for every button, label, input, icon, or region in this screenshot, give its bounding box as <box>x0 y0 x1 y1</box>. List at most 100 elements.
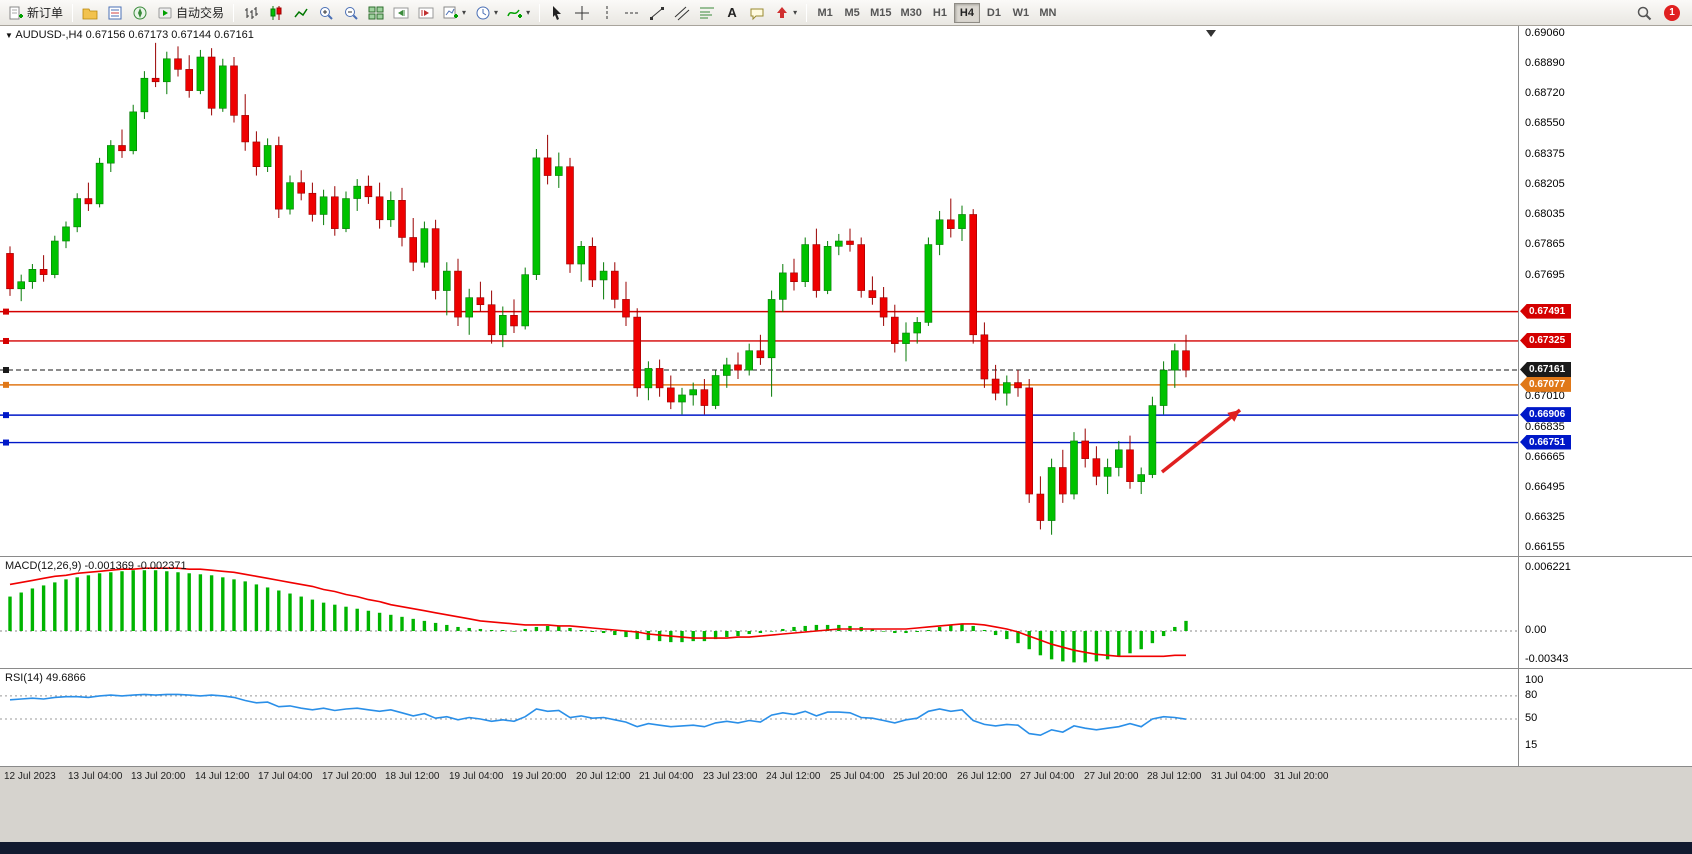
price-line-label: 0.67491 <box>1520 303 1572 319</box>
time-tick-label: 23 Jul 23:00 <box>703 771 758 782</box>
price-line-label: 0.66751 <box>1520 434 1572 450</box>
timeframe-w1-button[interactable]: W1 <box>1008 3 1034 23</box>
fibonacci-button[interactable] <box>695 2 719 24</box>
timeframe-m5-button[interactable]: M5 <box>839 3 865 23</box>
dropdown-caret: ▾ <box>494 7 499 17</box>
time-tick-label: 28 Jul 12:00 <box>1147 771 1202 782</box>
arrows-shapes-button[interactable]: ▾ <box>770 2 801 24</box>
navigator-button[interactable] <box>128 2 152 24</box>
rsi-axis[interactable]: 100 80 50 15 <box>1518 669 1692 766</box>
chart-collapse-icon[interactable]: ▼ <box>5 31 13 40</box>
time-tick-label: 27 Jul 20:00 <box>1084 771 1139 782</box>
chart-info-line: ▼ AUDUSD-,H4 0.67156 0.67173 0.67144 0.6… <box>5 29 254 41</box>
text-label-button[interactable] <box>745 2 769 24</box>
time-tick-label: 13 Jul 20:00 <box>131 771 186 782</box>
candlestick-chart-icon <box>268 5 284 21</box>
timeframe-h4-button[interactable]: H4 <box>953 2 980 23</box>
chart-shift-button[interactable] <box>414 2 438 24</box>
time-tick-label: 25 Jul 20:00 <box>893 771 948 782</box>
toolbar-separator <box>539 3 541 22</box>
periods-button[interactable]: ▾ <box>471 2 502 24</box>
axis-tick-label: -0.00343 <box>1525 653 1569 665</box>
timeframe-mn-button[interactable]: MN <box>1035 3 1061 23</box>
horizontal-line-icon <box>624 5 640 21</box>
axis-tick-label: 0.66155 <box>1525 541 1565 553</box>
axis-tick-label: 0.66495 <box>1525 480 1565 493</box>
profiles-icon <box>82 5 98 21</box>
auto-trading-button[interactable]: 自动交易 <box>153 2 228 24</box>
toolbar-separator <box>806 3 808 22</box>
new-order-label: 新订单 <box>27 6 64 20</box>
market-watch-button[interactable] <box>103 2 127 24</box>
text-icon: A <box>727 5 737 20</box>
axis-tick-label: 0.66325 <box>1525 510 1565 523</box>
chart-ohlc-text: AUDUSD-,H4 0.67156 0.67173 0.67144 0.671… <box>15 29 254 41</box>
zoom-in-button[interactable] <box>314 2 338 24</box>
crosshair-icon <box>574 5 590 21</box>
macd-canvas[interactable] <box>0 557 1518 669</box>
axis-tick-label: 0.67865 <box>1525 238 1565 251</box>
time-tick-label: 19 Jul 04:00 <box>449 771 504 782</box>
new-order-button[interactable]: 新订单 <box>4 2 67 24</box>
price-line-label: 0.66906 <box>1520 407 1572 423</box>
price-line-label: 0.67161 <box>1520 362 1572 377</box>
time-axis[interactable]: 12 Jul 2023 13 Jul 04:00 13 Jul 20:00 14 Ju… <box>0 766 1692 788</box>
axis-tick-label: 100 <box>1525 673 1544 686</box>
time-tick-label: 26 Jul 12:00 <box>957 771 1012 782</box>
vertical-line-button[interactable] <box>595 2 619 24</box>
crosshair-button[interactable] <box>570 2 594 24</box>
trendline-icon <box>649 5 665 21</box>
trendline-button[interactable] <box>645 2 669 24</box>
cursor-button[interactable] <box>545 2 569 24</box>
indicators-button[interactable]: ▾ <box>503 2 534 24</box>
zoom-in-icon <box>318 5 334 21</box>
zoom-out-button[interactable] <box>339 2 363 24</box>
new-chart-button[interactable]: ▾ <box>439 2 470 24</box>
vertical-line-icon <box>599 5 615 21</box>
axis-tick-label: 0.00 <box>1525 624 1547 636</box>
axis-tick-label: 50 <box>1525 712 1538 724</box>
candlestick-chart-button[interactable] <box>264 2 288 24</box>
price-axis[interactable]: 0.69060 0.68890 0.68720 0.68550 0.68375 0.682… <box>1518 26 1692 556</box>
price-chart-canvas[interactable] <box>0 26 1518 556</box>
new-chart-icon <box>443 5 459 21</box>
channel-button[interactable] <box>670 2 694 24</box>
time-tick-label: 31 Jul 04:00 <box>1211 771 1266 782</box>
timeframe-m30-button[interactable]: M30 <box>897 3 926 23</box>
axis-tick-label: 0.66835 <box>1525 420 1565 433</box>
axis-tick-label: 0.68720 <box>1525 87 1565 100</box>
rsi-panel: RSI(14) 49.6866 100 80 50 15 <box>0 668 1692 766</box>
time-tick-label: 17 Jul 20:00 <box>322 771 377 782</box>
cursor-icon <box>549 5 565 21</box>
auto-trading-icon <box>157 5 173 21</box>
timeframe-m15-button[interactable]: M15 <box>866 3 895 23</box>
zoom-out-icon <box>343 5 359 21</box>
timeframe-h1-button[interactable]: H1 <box>927 3 953 23</box>
rsi-canvas[interactable] <box>0 669 1518 767</box>
search-button[interactable] <box>1632 2 1656 24</box>
time-tick-label: 18 Jul 12:00 <box>385 771 440 782</box>
notification-badge[interactable]: 1 <box>1664 4 1680 21</box>
axis-tick-label: 0.68890 <box>1525 57 1565 70</box>
profiles-button[interactable] <box>78 2 102 24</box>
time-tick-label: 19 Jul 20:00 <box>512 771 567 782</box>
axis-tick-label: 0.66665 <box>1525 450 1565 463</box>
auto-scroll-button[interactable] <box>389 2 413 24</box>
axis-tick-label: 0.68375 <box>1525 148 1565 161</box>
bar-chart-button[interactable] <box>239 2 263 24</box>
bottom-bar <box>0 842 1692 854</box>
axis-tick-label: 80 <box>1525 688 1538 701</box>
tile-windows-button[interactable] <box>364 2 388 24</box>
line-chart-button[interactable] <box>289 2 313 24</box>
fibonacci-icon <box>699 5 715 21</box>
macd-axis[interactable]: 0.006221 0.00 -0.00343 <box>1518 557 1692 668</box>
navigator-icon <box>132 5 148 21</box>
horizontal-line-button[interactable] <box>620 2 644 24</box>
arrow-shape-icon <box>774 5 790 21</box>
timeframe-d1-button[interactable]: D1 <box>981 3 1007 23</box>
dropdown-caret: ▾ <box>793 7 798 17</box>
auto-trading-label: 自动交易 <box>176 6 225 20</box>
axis-tick-label: 0.68035 <box>1525 208 1565 221</box>
timeframe-m1-button[interactable]: M1 <box>812 3 838 23</box>
text-button[interactable]: A <box>720 2 744 24</box>
